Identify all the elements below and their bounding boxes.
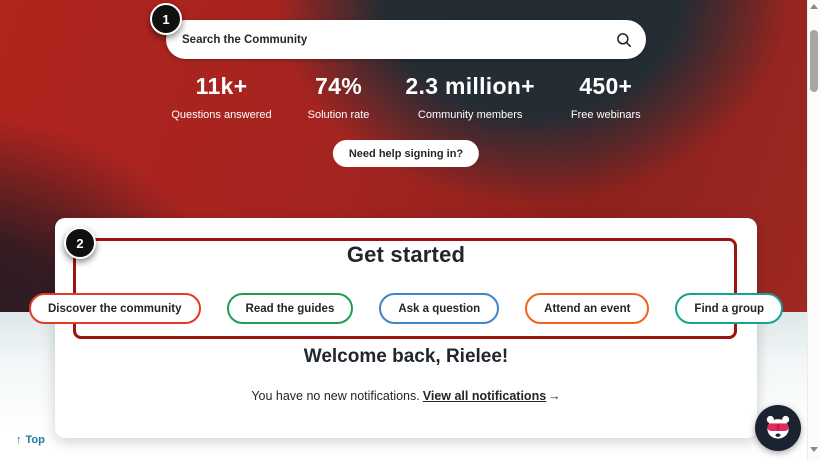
welcome-card: Get started Discover the community Read t… xyxy=(28,218,784,438)
stat-value: 11k+ xyxy=(195,73,248,99)
scrollbar[interactable] xyxy=(807,0,820,461)
scroll-down-arrow-icon[interactable] xyxy=(810,447,818,452)
get-started-button[interactable]: Ask a question xyxy=(379,293,500,324)
get-started-button[interactable]: Read the guides xyxy=(226,293,354,324)
stat-label: Questions answered xyxy=(171,109,272,121)
scroll-up-arrow-icon[interactable] xyxy=(810,4,818,9)
stat-value: 450+ xyxy=(579,73,633,99)
stat-item: 450+ Free webinars xyxy=(571,73,641,121)
stat-item: 2.3 million+ Community members xyxy=(405,73,535,121)
get-started-title: Get started xyxy=(346,242,466,267)
chat-widget-button[interactable] xyxy=(755,405,801,451)
search-input[interactable] xyxy=(182,33,615,46)
help-signing-in-button[interactable]: Need help signing in? xyxy=(332,140,480,167)
get-started-button[interactable]: Discover the community xyxy=(28,293,201,324)
stat-label: Solution rate xyxy=(307,109,370,121)
get-started-button[interactable]: Attend an event xyxy=(525,293,650,324)
annotation-box xyxy=(73,238,737,339)
view-all-notifications-link[interactable]: View all notifications xyxy=(422,389,547,403)
annotation-step-2-badge: 2 xyxy=(64,227,96,259)
welcome-heading: Welcome back, Rielee! xyxy=(303,346,509,367)
stats-row: 11k+ Questions answered 74% Solution rate 2.… xyxy=(171,73,640,121)
stat-item: 74% Solution rate xyxy=(308,73,370,121)
right-arrow-icon: → xyxy=(548,389,561,403)
get-started-buttons: Discover the community Read the guides Ask… xyxy=(28,293,784,324)
back-to-top-link[interactable]: ↑ Top xyxy=(16,434,45,446)
get-started-button[interactable]: Find a group xyxy=(675,293,784,324)
annotation-step-1-badge: 1 xyxy=(150,3,182,35)
up-arrow-icon: ↑ xyxy=(16,434,22,446)
top-label: Top xyxy=(25,434,45,446)
stat-label: Free webinars xyxy=(570,109,641,121)
stat-item: 11k+ Questions answered xyxy=(171,73,271,121)
stat-value: 74% xyxy=(315,73,362,99)
stat-label: Community members xyxy=(417,109,523,121)
scrollbar-thumb[interactable] xyxy=(810,30,818,92)
search-icon[interactable] xyxy=(615,31,633,49)
stat-value: 2.3 million+ xyxy=(405,73,535,99)
notification-text: You have no new notifications. xyxy=(251,389,420,403)
search-bar xyxy=(166,20,646,59)
panda-avatar-icon xyxy=(761,411,795,445)
notification-line: You have no new notifications. View all n… xyxy=(55,389,757,403)
